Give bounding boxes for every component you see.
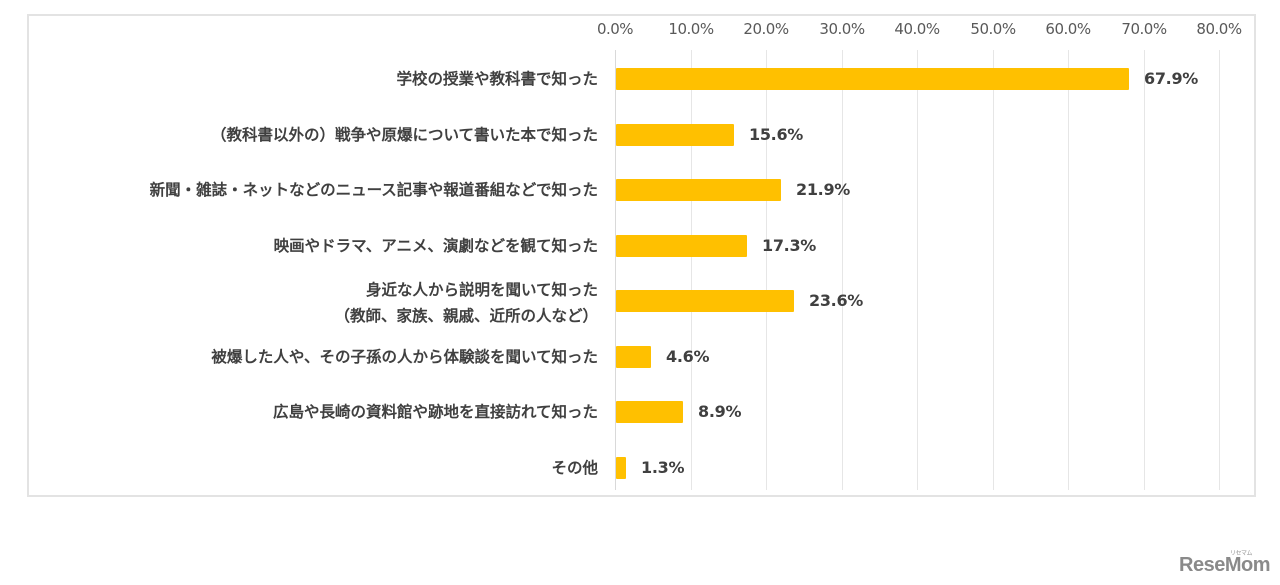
category-label: 広島や長崎の資料館や跡地を直接訪れて知った [273,401,598,423]
x-tick-label: 50.0% [970,20,1016,38]
gridline [691,50,692,490]
x-tick-label: 40.0% [894,20,940,38]
bar [616,235,747,257]
category-label-line: （教科書以外の）戦争や原爆について書いた本で知った [210,126,598,144]
category-label-line: 新聞・雑誌・ネットなどのニュース記事や報道番組などで知った [149,181,598,199]
x-tick-label: 70.0% [1121,20,1167,38]
gridline [766,50,767,490]
category-label-line: 身近な人から説明を聞いて知った [365,281,598,299]
gridline [1219,50,1220,490]
category-label: 映画やドラマ、アニメ、演劇などを観て知った [274,235,598,257]
value-label: 15.6% [749,125,804,144]
category-label: 被爆した人や、その子孫の人から体験談を聞いて知った [211,346,598,368]
resemom-logo: ReseMom リセマム [1179,551,1270,577]
category-label: 身近な人から説明を聞いて知った （教師、家族、親戚、近所の人など） [334,277,598,329]
category-label: 学校の授業や教科書で知った [396,68,598,90]
value-label: 1.3% [641,458,685,477]
category-label: その他 [551,457,598,479]
value-label: 23.6% [809,291,864,310]
bar [616,124,734,146]
category-label-line: 被爆した人や、その子孫の人から体験談を聞いて知った [211,348,598,366]
value-label: 8.9% [698,402,742,421]
x-tick-label: 80.0% [1196,20,1242,38]
category-label: 新聞・雑誌・ネットなどのニュース記事や報道番組などで知った [150,179,598,201]
bar [616,346,651,368]
category-label: （教科書以外の）戦争や原爆について書いた本で知った [211,124,598,146]
category-label-line: 映画やドラマ、アニメ、演劇などを観て知った [273,237,598,255]
bar [616,457,626,479]
bar [616,290,794,312]
gridline [993,50,994,490]
x-tick-label: 0.0% [596,20,634,38]
logo-text: ReseMom [1179,554,1270,576]
x-tick-label: 60.0% [1045,20,1091,38]
value-label: 4.6% [666,347,710,366]
bar [616,68,1129,90]
x-tick-label: 10.0% [668,20,714,38]
gridline [1068,50,1069,490]
bar [616,179,781,201]
gridline [842,50,843,490]
gridline [917,50,918,490]
gridline [1144,50,1145,490]
value-label: 67.9% [1144,69,1199,88]
category-label-line: 広島や長崎の資料館や跡地を直接訪れて知った [272,403,598,421]
category-label-line: （教師、家族、親戚、近所の人など） [334,307,598,325]
bar [616,401,683,423]
x-tick-label: 20.0% [743,20,789,38]
category-label-line: 学校の授業や教科書で知った [396,70,598,88]
value-label: 21.9% [796,180,851,199]
gridline [615,50,616,490]
category-label-line: その他 [551,459,598,477]
x-tick-label: 30.0% [819,20,865,38]
logo-subtext: リセマム [1229,551,1253,557]
value-label: 17.3% [762,236,817,255]
